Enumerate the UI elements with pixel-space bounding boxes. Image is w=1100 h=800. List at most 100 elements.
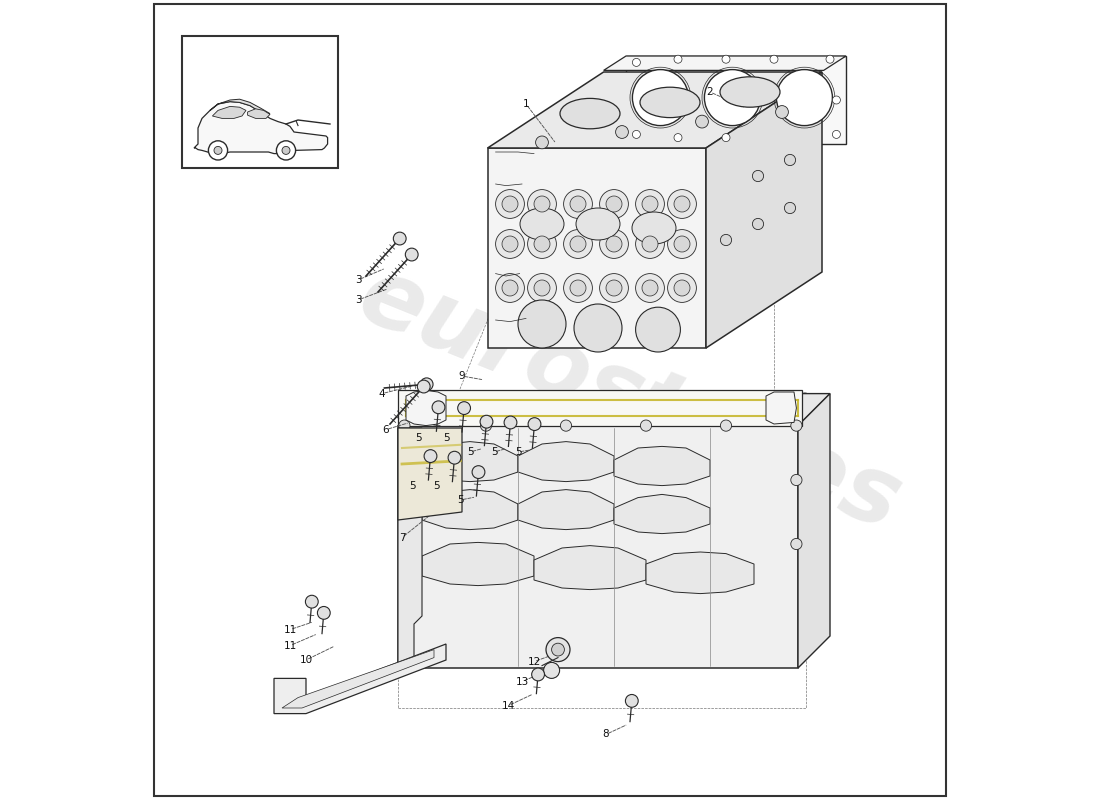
Circle shape [528,190,557,218]
Circle shape [606,280,621,296]
Text: 5: 5 [466,447,473,457]
Circle shape [600,230,628,258]
Circle shape [480,415,493,428]
Circle shape [318,606,330,619]
Circle shape [496,230,525,258]
Circle shape [674,55,682,63]
Polygon shape [282,650,434,708]
Circle shape [394,232,406,245]
Text: 5: 5 [491,447,497,457]
Text: 13: 13 [516,677,529,686]
Circle shape [722,134,730,142]
Polygon shape [487,148,706,348]
Polygon shape [398,428,462,520]
Circle shape [563,274,593,302]
Circle shape [632,58,640,66]
Circle shape [642,196,658,212]
Circle shape [570,196,586,212]
Circle shape [551,643,564,656]
Polygon shape [406,390,446,426]
Ellipse shape [520,208,564,240]
Polygon shape [614,446,710,486]
Circle shape [534,236,550,252]
Text: 5: 5 [409,481,416,490]
Circle shape [282,146,290,154]
Circle shape [674,196,690,212]
Polygon shape [248,109,270,118]
Circle shape [632,70,689,126]
Circle shape [777,70,833,126]
Circle shape [616,126,628,138]
Circle shape [536,136,549,149]
Circle shape [636,230,664,258]
Circle shape [560,420,572,431]
Polygon shape [398,428,422,668]
Circle shape [636,190,664,218]
Text: 8: 8 [603,730,609,739]
Bar [182,36,338,168]
Polygon shape [487,72,822,148]
Circle shape [528,418,541,430]
Circle shape [752,170,763,182]
Polygon shape [646,552,754,594]
Text: 3: 3 [354,275,361,285]
Circle shape [518,300,567,348]
Circle shape [695,115,708,128]
Polygon shape [706,72,822,348]
Text: 5: 5 [433,481,440,490]
Circle shape [668,274,696,302]
Circle shape [399,498,410,510]
Circle shape [833,96,840,104]
Circle shape [674,134,682,142]
Polygon shape [194,102,328,154]
Text: 7: 7 [398,533,405,542]
Circle shape [502,280,518,296]
Polygon shape [798,394,830,668]
Polygon shape [422,542,534,586]
Circle shape [570,280,586,296]
Circle shape [626,694,638,707]
Circle shape [606,196,621,212]
Circle shape [420,378,433,390]
Polygon shape [518,490,614,530]
Polygon shape [212,106,246,118]
Circle shape [776,106,789,118]
Circle shape [502,236,518,252]
Polygon shape [210,99,270,114]
Circle shape [720,420,732,431]
Circle shape [399,420,410,431]
Text: 4: 4 [378,389,385,398]
Text: 5: 5 [515,447,521,457]
Polygon shape [422,490,518,530]
Circle shape [276,141,296,160]
Text: 11: 11 [284,625,297,634]
Circle shape [704,70,760,126]
Circle shape [417,380,430,393]
Polygon shape [534,546,646,590]
Circle shape [543,662,560,678]
Polygon shape [518,442,614,482]
Circle shape [640,420,651,431]
Circle shape [481,420,492,431]
Circle shape [534,280,550,296]
Text: 11: 11 [284,641,297,650]
Circle shape [642,280,658,296]
Circle shape [496,190,525,218]
Circle shape [674,236,690,252]
Circle shape [600,190,628,218]
Circle shape [791,474,802,486]
Circle shape [502,196,518,212]
Ellipse shape [632,212,676,244]
Text: 5: 5 [416,433,422,442]
Polygon shape [422,442,518,482]
Circle shape [425,450,437,462]
Polygon shape [398,426,798,668]
Circle shape [448,451,461,464]
Circle shape [606,236,621,252]
Circle shape [458,402,471,414]
Ellipse shape [560,98,620,129]
Ellipse shape [576,208,620,240]
Circle shape [674,280,690,296]
Text: 3: 3 [354,295,361,305]
Circle shape [563,230,593,258]
